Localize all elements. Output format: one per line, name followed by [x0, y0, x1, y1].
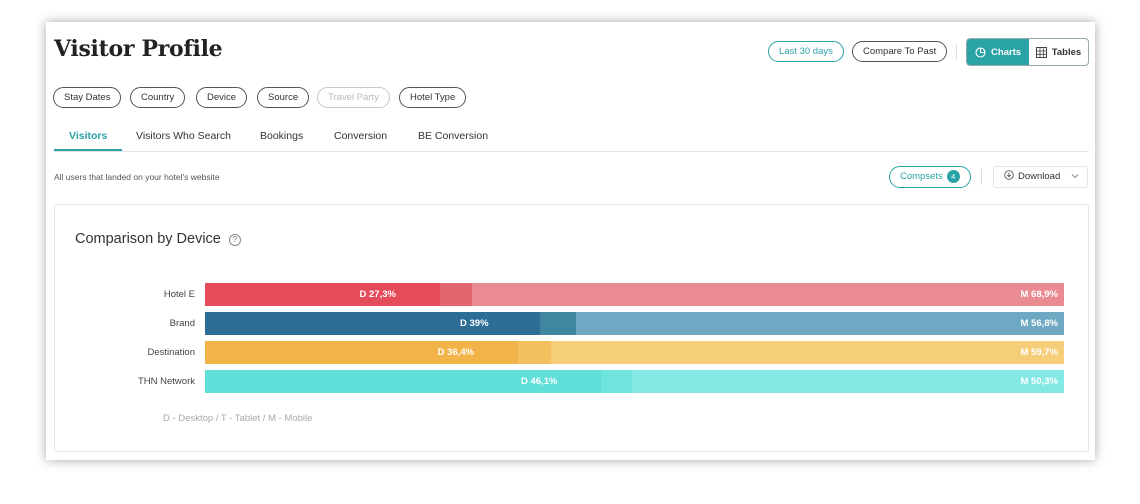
bar-segment-t [517, 341, 552, 364]
tab-visitors-who-search[interactable]: Visitors Who Search [136, 130, 231, 142]
row-label: Brand [169, 318, 195, 329]
stacked-bar[interactable]: D 46,1% M 50,3% [205, 370, 1064, 393]
panel-title: Comparison by Device? [75, 231, 241, 247]
row-label: Destination [147, 347, 195, 358]
bar-segment-d [205, 312, 541, 335]
stacked-bar[interactable]: D 27,3% M 68,9% [205, 283, 1064, 306]
divider [981, 169, 982, 185]
bar-segment-t [439, 283, 473, 306]
tables-label: Tables [1051, 46, 1082, 58]
row-label: Hotel E [163, 289, 195, 300]
row-label: THN Network [137, 376, 195, 387]
date-range-button[interactable]: Last 30 days [768, 41, 844, 62]
view-toggle: Charts Tables [966, 38, 1089, 66]
table-grid-icon [1035, 46, 1047, 58]
filter-country[interactable]: Country [130, 87, 186, 108]
tab-conversion[interactable]: Conversion [334, 130, 388, 142]
tab-visitors[interactable]: Visitors [69, 130, 108, 142]
filter-travel-party: Travel Party [317, 87, 390, 108]
page-subtitle: All users that landed on your hotel's we… [54, 172, 220, 182]
download-icon [1004, 170, 1014, 180]
compsets-count-badge: 4 [946, 170, 960, 183]
bar-value-label: M 68,9% [1020, 289, 1059, 300]
filter-source[interactable]: Source [257, 87, 310, 108]
tab-bar: Visitors Visitors Who Search Bookings Co… [54, 122, 1089, 152]
stacked-bar[interactable]: D 36,4% M 59,7% [205, 341, 1064, 364]
bar-value-label: D 46,1% [520, 376, 558, 387]
page-title: Visitor Profile [54, 36, 223, 62]
charts-label: Charts [990, 46, 1022, 58]
bar-segment-d [205, 341, 519, 364]
filter-hotel-type[interactable]: Hotel Type [399, 87, 467, 108]
active-tab-indicator [54, 149, 122, 151]
compare-to-past-button[interactable]: Compare To Past [852, 41, 948, 62]
filter-device[interactable]: Device [196, 87, 248, 108]
charts-toggle-button[interactable]: Charts [967, 39, 1029, 65]
tables-toggle-button[interactable]: Tables [1029, 39, 1088, 65]
pie-chart-icon [975, 46, 986, 58]
visitor-profile-card: Visitor Profile Last 30 days Compare To … [46, 22, 1095, 460]
help-icon[interactable]: ? [228, 234, 241, 246]
stacked-bar[interactable]: D 39% M 56,8% [205, 312, 1064, 335]
chevron-down-icon [1071, 174, 1079, 179]
compsets-label: Compsets [900, 171, 943, 182]
bar-value-label: M 50,3% [1020, 376, 1059, 387]
download-label: Download [1018, 171, 1061, 182]
download-button[interactable]: Download [993, 166, 1088, 188]
bar-segment-d [205, 370, 602, 393]
filter-stay-dates[interactable]: Stay Dates [53, 87, 122, 108]
tab-be-conversion[interactable]: BE Conversion [418, 130, 489, 142]
compsets-button[interactable]: Compsets 4 [889, 166, 971, 188]
bar-value-label: M 56,8% [1020, 318, 1059, 329]
panel-title-text: Comparison by Device [75, 231, 221, 247]
bar-segment-t [540, 312, 577, 335]
bar-segment-m [472, 283, 1064, 306]
bar-segment-t [600, 370, 633, 393]
device-comparison-panel: Comparison by Device? Hotel E D 27,3% M 68… [54, 204, 1089, 452]
bar-value-label: D 39% [460, 318, 489, 329]
bar-value-label: D 36,4% [437, 347, 475, 358]
bar-value-label: M 59,7% [1020, 347, 1059, 358]
bar-segment-m [576, 312, 1064, 335]
bar-segment-m [551, 341, 1064, 364]
device-legend: D - Desktop / T - Tablet / M - Mobile [163, 413, 313, 424]
tab-bookings[interactable]: Bookings [260, 130, 304, 142]
bar-segment-m [631, 370, 1064, 393]
bar-value-label: D 27,3% [359, 289, 396, 300]
divider [956, 44, 957, 60]
bar-segment-d [205, 283, 440, 306]
